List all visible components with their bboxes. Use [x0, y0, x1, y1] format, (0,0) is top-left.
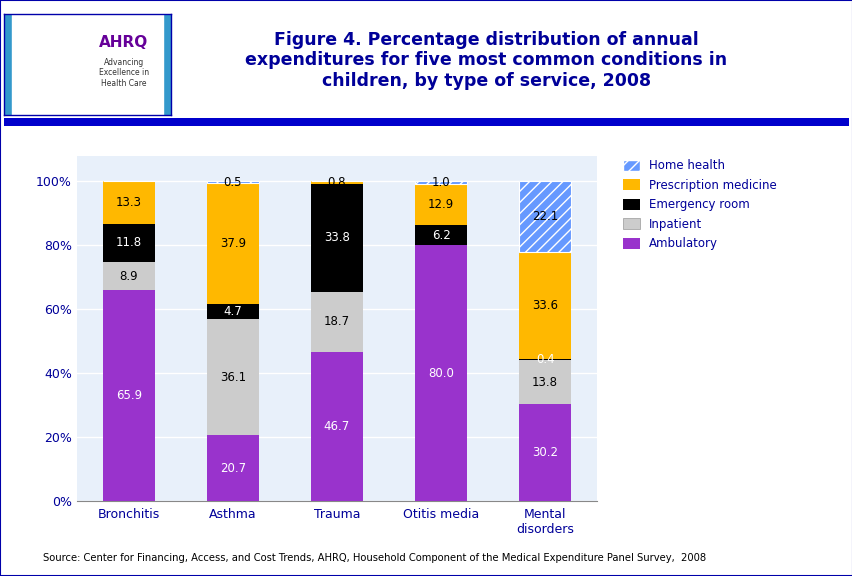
Bar	[206, 181, 259, 183]
Bar	[414, 184, 467, 225]
Text: Advancing
Excellence in
Health Care: Advancing Excellence in Health Care	[99, 58, 149, 88]
Bar	[518, 359, 571, 361]
Text: 33.8: 33.8	[324, 231, 349, 244]
Text: 6.2: 6.2	[431, 229, 450, 242]
Text: 13.8: 13.8	[532, 376, 557, 389]
Bar	[206, 183, 259, 304]
Bar	[102, 224, 155, 262]
Bar	[414, 225, 467, 245]
Bar	[102, 181, 155, 224]
Bar	[310, 352, 363, 501]
Text: 0.8: 0.8	[327, 176, 346, 189]
Bar	[206, 435, 259, 501]
Text: 4.7: 4.7	[223, 305, 242, 319]
Text: 80.0: 80.0	[428, 366, 453, 380]
Bar	[310, 184, 363, 292]
Text: 20.7: 20.7	[220, 461, 245, 475]
Text: 36.1: 36.1	[220, 370, 245, 384]
Text: 33.6: 33.6	[532, 299, 557, 312]
Text: Source: Center for Financing, Access, and Cost Trends, AHRQ, Household Component: Source: Center for Financing, Access, an…	[43, 552, 705, 563]
Text: 0.4: 0.4	[535, 353, 554, 366]
Text: AHRQ: AHRQ	[100, 35, 148, 50]
Legend: Home health, Prescription medicine, Emergency room, Inpatient, Ambulatory: Home health, Prescription medicine, Emer…	[618, 154, 781, 255]
Text: 0.5: 0.5	[223, 176, 242, 189]
Text: Figure 4. Percentage distribution of annual
expenditures for five most common co: Figure 4. Percentage distribution of ann…	[245, 31, 727, 90]
Bar	[518, 404, 571, 501]
Bar	[310, 292, 363, 352]
Bar	[102, 290, 155, 501]
Text: 1.0: 1.0	[431, 176, 450, 189]
Text: 11.8: 11.8	[116, 236, 141, 249]
Text: 37.9: 37.9	[220, 237, 245, 250]
Text: 13.3: 13.3	[116, 196, 141, 209]
Bar	[414, 181, 467, 184]
Bar	[518, 361, 571, 404]
Bar	[518, 252, 571, 359]
Bar	[206, 304, 259, 319]
Bar	[102, 262, 155, 290]
Text: 65.9: 65.9	[116, 389, 141, 402]
Text: 8.9: 8.9	[119, 270, 138, 282]
Text: 46.7: 46.7	[324, 420, 349, 433]
Bar	[414, 245, 467, 501]
Bar	[206, 319, 259, 435]
Text: 22.1: 22.1	[532, 210, 557, 223]
Bar	[518, 181, 571, 252]
Text: 12.9: 12.9	[428, 198, 453, 211]
Text: 18.7: 18.7	[324, 315, 349, 328]
Text: 30.2: 30.2	[532, 446, 557, 459]
Bar	[310, 181, 363, 184]
